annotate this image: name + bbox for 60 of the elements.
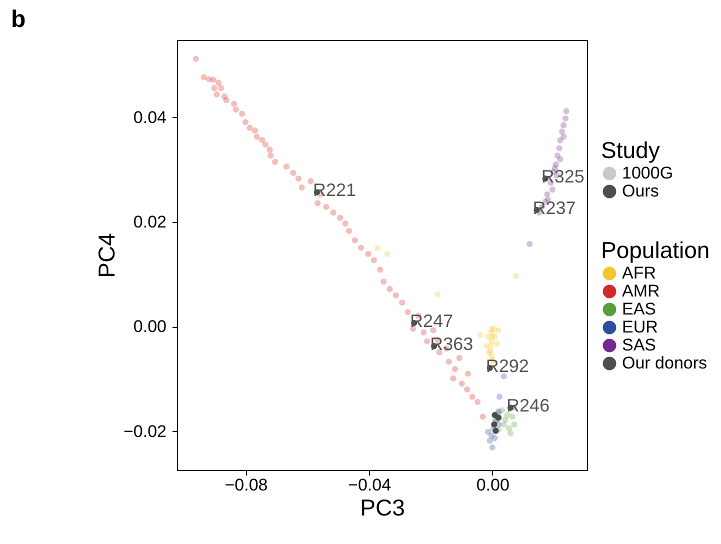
y-tick-label: 0.02 — [133, 212, 166, 232]
point — [544, 191, 550, 198]
point — [562, 115, 569, 122]
point — [494, 340, 500, 346]
point — [512, 272, 519, 279]
legend-label: AMR — [622, 282, 660, 300]
y-tick-label: 0.04 — [133, 108, 166, 127]
point — [484, 334, 492, 340]
point — [507, 430, 514, 436]
legend-label: AFR — [622, 264, 656, 282]
point — [492, 428, 499, 434]
point — [384, 250, 390, 258]
annotation: R247 — [410, 311, 454, 332]
text: Study — [601, 137, 660, 163]
point — [489, 444, 496, 451]
y-tick-label: −0.02 — [123, 422, 166, 441]
legend-label: SAS — [622, 336, 656, 354]
legend-title: Population — [601, 237, 710, 263]
annotation: R363 — [430, 334, 474, 354]
point — [557, 156, 564, 162]
annotation: R237 — [532, 198, 576, 218]
point — [558, 128, 566, 135]
chart-title: b — [10, 6, 26, 33]
point — [500, 373, 507, 380]
point — [486, 438, 493, 444]
text: Ours — [622, 182, 659, 200]
annotation: R292 — [486, 356, 529, 376]
point — [434, 291, 441, 298]
point — [483, 342, 490, 350]
point — [509, 414, 516, 420]
point — [491, 421, 498, 428]
point — [556, 145, 562, 152]
point — [502, 416, 508, 423]
point — [484, 428, 492, 435]
x-tick-label: 0.00 — [476, 476, 510, 494]
x-axis-title: PC3 — [360, 494, 405, 520]
y-axis-title: PC4 — [93, 232, 120, 278]
annotation: R246 — [506, 396, 550, 416]
annotation: R325 — [541, 166, 584, 187]
point — [506, 425, 512, 432]
point — [492, 334, 498, 340]
x-tick-label: −0.04 — [348, 476, 392, 494]
point — [511, 421, 518, 428]
legend-label: Our donors — [622, 354, 708, 372]
annotation: R221 — [312, 180, 356, 200]
text: 1000G — [622, 164, 674, 182]
point — [563, 108, 570, 114]
point — [477, 332, 484, 338]
x-tick-label: −0.08 — [224, 476, 268, 494]
point — [495, 327, 502, 334]
point — [560, 122, 567, 128]
point — [496, 394, 503, 400]
point — [526, 240, 533, 248]
y-tick-label: 0.00 — [133, 317, 166, 336]
legend-label: EAS — [622, 300, 656, 318]
point — [374, 245, 381, 252]
point — [557, 137, 564, 144]
point — [549, 186, 556, 193]
point — [492, 435, 498, 442]
legend-label: EUR — [622, 318, 658, 336]
